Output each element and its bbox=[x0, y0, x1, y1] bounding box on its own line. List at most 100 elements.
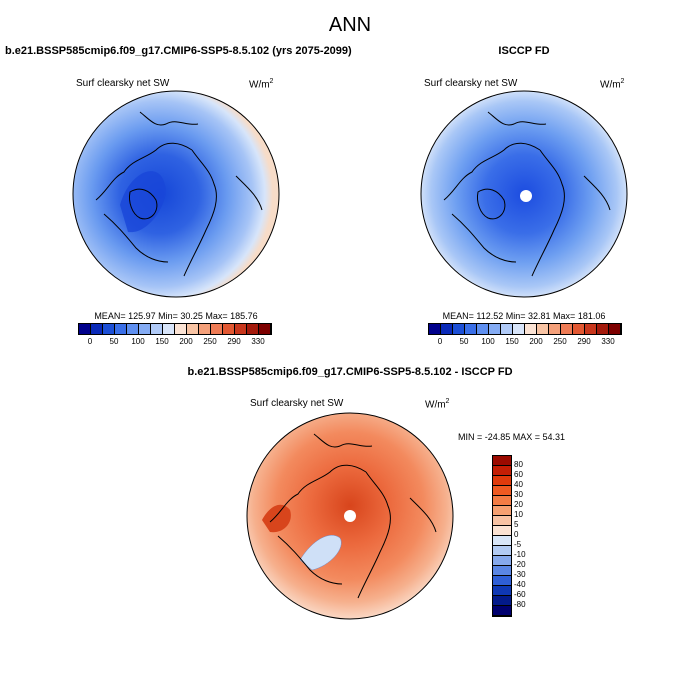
colorbar-swatch bbox=[259, 324, 271, 334]
colorbar-swatch bbox=[493, 536, 511, 546]
colorbar-tick-label: 150 bbox=[505, 337, 519, 346]
colorbar-tick-label: 0 bbox=[437, 337, 443, 346]
left-polar-map bbox=[72, 90, 280, 298]
colorbar-swatch bbox=[493, 526, 511, 536]
colorbar-swatch bbox=[127, 324, 139, 334]
colorbar-swatch bbox=[561, 324, 573, 334]
right-stats: MEAN= 112.52 Min= 32.81 Max= 181.06 bbox=[442, 311, 606, 321]
colorbar-tick-label: -60 bbox=[514, 590, 526, 599]
colorbar-tick-label: 290 bbox=[577, 337, 591, 346]
colorbar-swatch bbox=[211, 324, 223, 334]
diff-units-label: W/m2 bbox=[425, 398, 450, 411]
colorbar-swatch bbox=[513, 324, 525, 334]
colorbar-swatch bbox=[493, 556, 511, 566]
colorbar-swatch bbox=[187, 324, 199, 334]
colorbar-tick-label: -40 bbox=[514, 580, 526, 589]
colorbar-tick-label: -30 bbox=[514, 570, 526, 579]
diff-variable-label: Surf clearsky net SW bbox=[250, 398, 344, 409]
colorbar-tick-label: 0 bbox=[87, 337, 93, 346]
colorbar-swatch bbox=[525, 324, 537, 334]
colorbar-tick-label: 60 bbox=[514, 470, 523, 479]
left-stats: MEAN= 125.97 Min= 30.25 Max= 185.76 bbox=[94, 311, 258, 321]
colorbar-tick-label: 330 bbox=[601, 337, 615, 346]
colorbar-swatch bbox=[429, 324, 441, 334]
right-panel-title: ISCCP FD bbox=[498, 45, 550, 57]
colorbar-swatch bbox=[493, 586, 511, 596]
colorbar-swatch bbox=[493, 496, 511, 506]
colorbar-tick-label: 290 bbox=[227, 337, 241, 346]
diff-pole-hole bbox=[344, 510, 356, 522]
figure-title: ANN bbox=[328, 14, 372, 36]
colorbar-tick-label: -10 bbox=[514, 550, 526, 559]
diff-colorbar bbox=[492, 455, 512, 617]
colorbar-swatch bbox=[493, 506, 511, 516]
colorbar-tick-label: 250 bbox=[203, 337, 217, 346]
diff-panel-title: b.e21.BSSP585cmip6.f09_g17.CMIP6-SSP5-8.… bbox=[187, 366, 513, 378]
diff-stats: MIN = -24.85 MAX = 54.31 bbox=[458, 432, 566, 442]
colorbar-swatch bbox=[493, 456, 511, 466]
colorbar-swatch bbox=[493, 596, 511, 606]
diff-colorbar-labels: 80 60 40 30 20 10 5 0 -5 -10 -20 -30 -40 -60 -80 bbox=[512, 455, 542, 615]
colorbar-swatch bbox=[609, 324, 621, 334]
colorbar-tick-label: 100 bbox=[481, 337, 495, 346]
right-units-label: W/m2 bbox=[600, 78, 625, 91]
colorbar-swatch bbox=[79, 324, 91, 334]
colorbar-tick-label: 30 bbox=[514, 490, 523, 499]
left-variable-label: Surf clearsky net SW bbox=[76, 78, 170, 89]
difference-polar-map bbox=[246, 412, 454, 620]
colorbar-tick-label: 80 bbox=[514, 460, 523, 469]
right-variable-label: Surf clearsky net SW bbox=[424, 78, 518, 89]
colorbar-swatch bbox=[573, 324, 585, 334]
colorbar-swatch bbox=[493, 516, 511, 526]
left-units-label: W/m2 bbox=[249, 78, 274, 91]
colorbar-tick-label: 200 bbox=[529, 337, 543, 346]
colorbar-swatch bbox=[453, 324, 465, 334]
colorbar-tick-label: 0 bbox=[514, 530, 519, 539]
colorbar-swatch bbox=[223, 324, 235, 334]
colorbar-tick-label: 10 bbox=[514, 510, 523, 519]
colorbar-swatch bbox=[493, 486, 511, 496]
right-colorbar: 0 50 100 150 200 250 290 330 bbox=[428, 323, 622, 347]
colorbar-tick-label: 40 bbox=[514, 480, 523, 489]
colorbar-swatch bbox=[151, 324, 163, 334]
colorbar-tick-label: 50 bbox=[109, 337, 119, 346]
colorbar-swatch bbox=[493, 576, 511, 586]
colorbar-swatch bbox=[493, 466, 511, 476]
left-panel-title: b.e21.BSSP585cmip6.f09_g17.CMIP6-SSP5-8.… bbox=[5, 45, 352, 57]
colorbar-swatch bbox=[537, 324, 549, 334]
colorbar-swatch bbox=[477, 324, 489, 334]
colorbar-tick-label: -20 bbox=[514, 560, 526, 569]
colorbar-swatch bbox=[597, 324, 609, 334]
right-pole-hole bbox=[520, 190, 532, 202]
colorbar-swatch bbox=[585, 324, 597, 334]
colorbar-swatch bbox=[115, 324, 127, 334]
colorbar-tick-label: 5 bbox=[514, 520, 519, 529]
colorbar-tick-label: 20 bbox=[514, 500, 523, 509]
colorbar-swatch bbox=[139, 324, 151, 334]
right-polar-map bbox=[420, 90, 628, 298]
colorbar-tick-label: 50 bbox=[459, 337, 469, 346]
colorbar-swatch bbox=[247, 324, 259, 334]
colorbar-tick-label: -5 bbox=[514, 540, 522, 549]
colorbar-swatch bbox=[501, 324, 513, 334]
colorbar-tick-label: 150 bbox=[155, 337, 169, 346]
colorbar-swatch bbox=[493, 546, 511, 556]
colorbar-swatch bbox=[465, 324, 477, 334]
colorbar-tick-label: 250 bbox=[553, 337, 567, 346]
colorbar-tick-label: 330 bbox=[251, 337, 265, 346]
colorbar-swatch bbox=[493, 566, 511, 576]
colorbar-swatch bbox=[199, 324, 211, 334]
colorbar-swatch bbox=[441, 324, 453, 334]
colorbar-swatch bbox=[549, 324, 561, 334]
left-colorbar: 0 50 100 150 200 250 290 330 bbox=[78, 323, 272, 347]
colorbar-tick-label: 100 bbox=[131, 337, 145, 346]
colorbar-swatch bbox=[235, 324, 247, 334]
colorbar-swatch bbox=[103, 324, 115, 334]
colorbar-swatch bbox=[493, 606, 511, 616]
colorbar-swatch bbox=[493, 476, 511, 486]
colorbar-swatch bbox=[489, 324, 501, 334]
colorbar-tick-label: 200 bbox=[179, 337, 193, 346]
colorbar-tick-label: -80 bbox=[514, 600, 526, 609]
colorbar-swatch bbox=[91, 324, 103, 334]
